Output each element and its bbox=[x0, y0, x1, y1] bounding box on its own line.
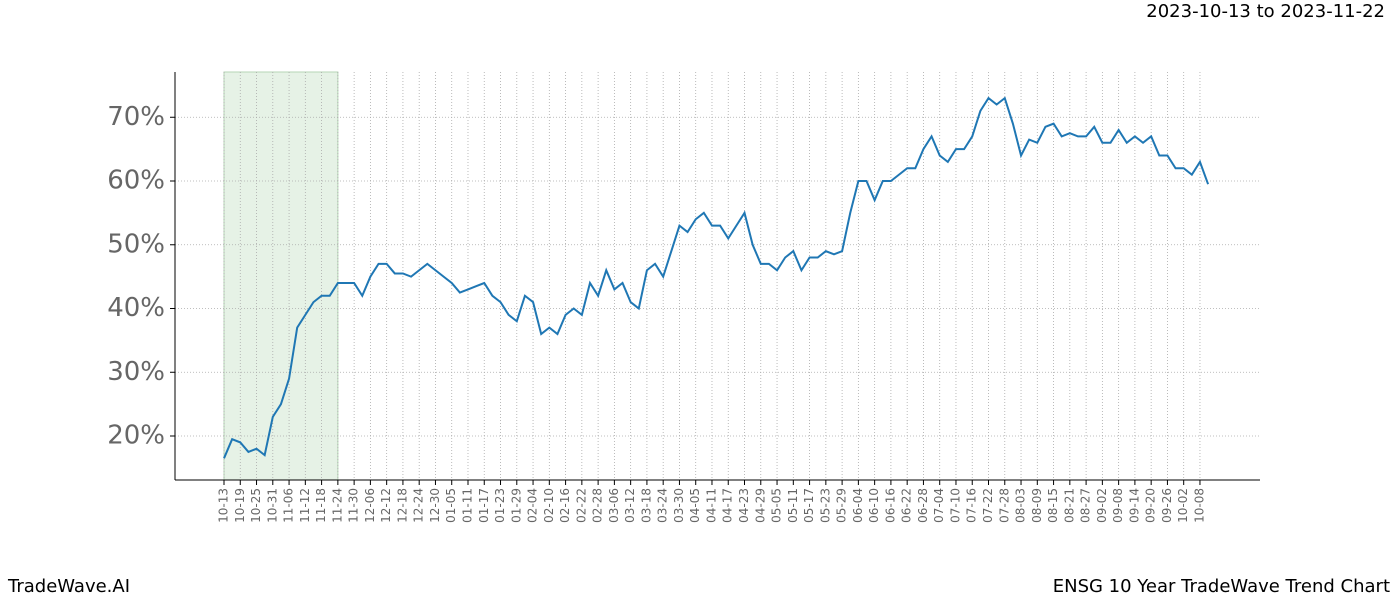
x-tick-label: 12-18 bbox=[395, 488, 409, 523]
x-tick-label: 01-11 bbox=[460, 488, 474, 523]
x-tick-label: 04-29 bbox=[753, 488, 767, 523]
x-tick-label: 10-25 bbox=[249, 488, 263, 523]
x-tick-label: 11-06 bbox=[282, 488, 296, 523]
x-tick-label: 04-11 bbox=[704, 488, 718, 523]
x-tick-label: 11-12 bbox=[298, 488, 312, 523]
x-tick-label: 03-12 bbox=[623, 488, 637, 523]
x-tick-label: 01-05 bbox=[444, 488, 458, 523]
x-tick-label: 05-23 bbox=[818, 488, 832, 523]
x-tick-label: 02-28 bbox=[591, 488, 605, 523]
trend-line bbox=[223, 96, 1210, 459]
y-tick-label: 40% bbox=[107, 293, 165, 323]
y-tick-label: 60% bbox=[107, 166, 165, 196]
x-tick-label: 03-24 bbox=[656, 488, 670, 523]
y-tick-label: 70% bbox=[107, 102, 165, 132]
x-tick-label: 12-30 bbox=[428, 488, 442, 523]
x-tick-label: 08-15 bbox=[1046, 488, 1060, 523]
x-tick-label: 10-08 bbox=[1192, 488, 1206, 523]
x-tick-label: 04-05 bbox=[688, 488, 702, 523]
chart-name: ENSG 10 Year TradeWave Trend Chart bbox=[1053, 576, 1390, 597]
x-tick-label: 06-28 bbox=[916, 488, 930, 523]
y-tick-label: 20% bbox=[107, 421, 165, 451]
y-tick-label: 30% bbox=[107, 357, 165, 387]
x-tick-label: 05-11 bbox=[786, 488, 800, 523]
x-tick-label: 02-10 bbox=[542, 488, 556, 523]
x-tick-label: 10-13 bbox=[217, 488, 231, 523]
x-tick-label: 03-30 bbox=[672, 488, 686, 523]
x-tick-label: 12-12 bbox=[379, 488, 393, 523]
x-tick-label: 09-20 bbox=[1144, 488, 1158, 523]
highlight-span bbox=[223, 71, 339, 481]
x-tick-label: 10-02 bbox=[1176, 488, 1190, 523]
x-tick-label: 10-19 bbox=[233, 488, 247, 523]
x-tick-label: 06-16 bbox=[883, 488, 897, 523]
x-tick-label: 12-24 bbox=[412, 488, 426, 523]
x-tick-label: 07-28 bbox=[997, 488, 1011, 523]
x-tick-label: 05-29 bbox=[835, 488, 849, 523]
x-tick-label: 06-10 bbox=[867, 488, 881, 523]
x-tick-label: 07-04 bbox=[932, 488, 946, 523]
x-tick-label: 09-14 bbox=[1127, 488, 1141, 523]
x-tick-label: 07-10 bbox=[948, 488, 962, 523]
x-tick-label: 03-06 bbox=[607, 488, 621, 523]
x-tick-label: 07-22 bbox=[981, 488, 995, 523]
x-tick-label: 09-26 bbox=[1160, 488, 1174, 523]
x-tick-label: 11-30 bbox=[347, 488, 361, 523]
x-tick-label: 05-05 bbox=[770, 488, 784, 523]
x-tick-label: 07-16 bbox=[965, 488, 979, 523]
x-tick-label: 06-04 bbox=[851, 488, 865, 523]
x-tick-label: 08-21 bbox=[1062, 488, 1076, 523]
x-tick-label: 11-18 bbox=[314, 488, 328, 523]
x-tick-label: 04-17 bbox=[721, 488, 735, 523]
x-tick-label: 10-31 bbox=[265, 488, 279, 523]
brand: TradeWave.AI bbox=[7, 576, 130, 597]
x-tick-label: 01-23 bbox=[493, 488, 507, 523]
x-tick-label: 08-09 bbox=[1030, 488, 1044, 523]
x-tick-label: 12-06 bbox=[363, 488, 377, 523]
date-range: 2023-10-13 to 2023-11-22 bbox=[1146, 1, 1385, 22]
x-tick-label: 11-24 bbox=[330, 488, 344, 523]
x-tick-label: 01-29 bbox=[509, 488, 523, 523]
x-tick-label: 08-03 bbox=[1014, 488, 1028, 523]
x-tick-label: 05-17 bbox=[802, 488, 816, 523]
x-tick-label: 02-04 bbox=[526, 488, 540, 523]
x-tick-label: 08-27 bbox=[1079, 488, 1093, 523]
x-tick-label: 09-02 bbox=[1095, 488, 1109, 523]
x-tick-label: 02-16 bbox=[558, 488, 572, 523]
x-tick-label: 03-18 bbox=[639, 488, 653, 523]
x-tick-label: 09-08 bbox=[1111, 488, 1125, 523]
x-tick-label: 06-22 bbox=[900, 488, 914, 523]
x-tick-label: 02-22 bbox=[574, 488, 588, 523]
y-tick-label: 50% bbox=[107, 229, 165, 259]
x-tick-label: 01-17 bbox=[477, 488, 491, 523]
x-tick-label: 04-23 bbox=[737, 488, 751, 523]
